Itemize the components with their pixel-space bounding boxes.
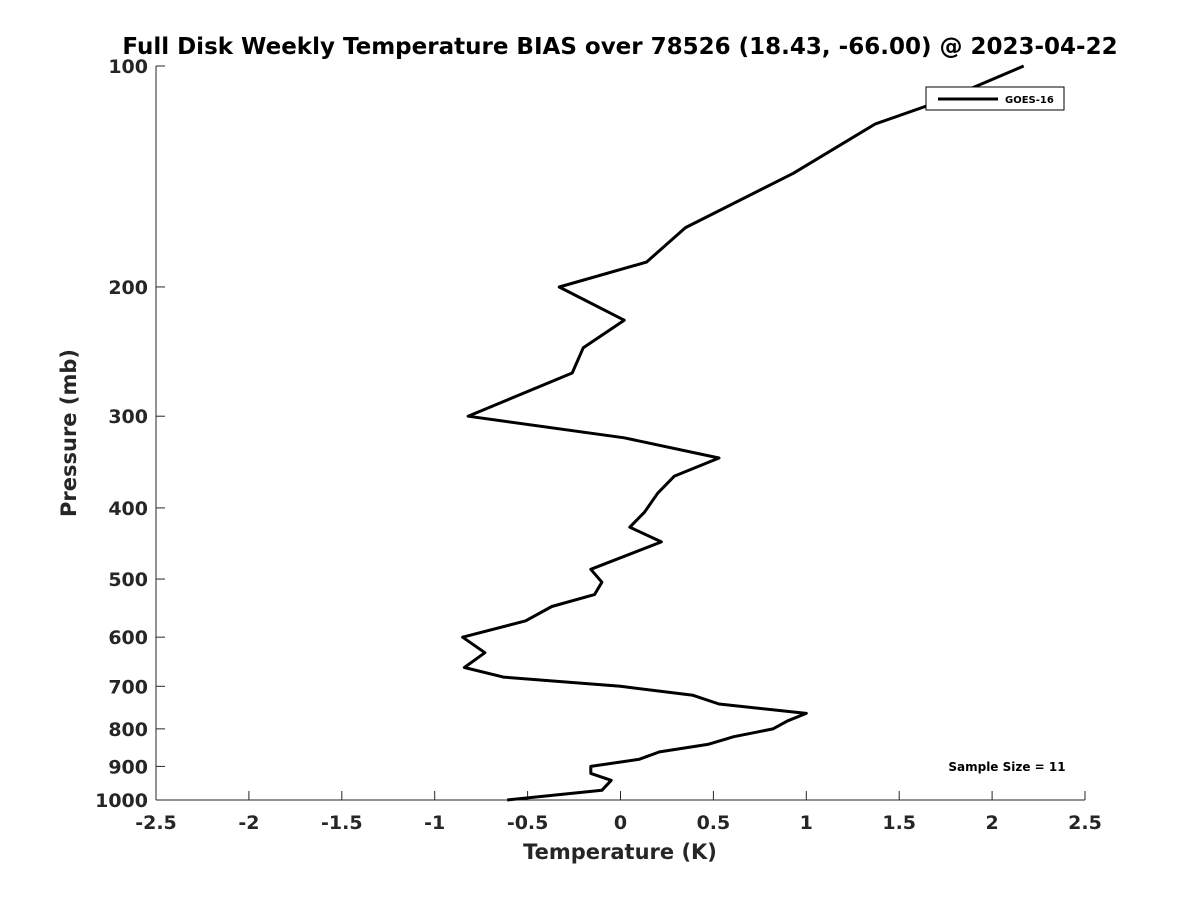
x-tick-label: -2.5 <box>135 812 177 834</box>
x-tick-label: 0 <box>614 812 627 834</box>
y-tick-label: 800 <box>108 719 148 741</box>
y-tick-label: 100 <box>108 56 148 78</box>
x-tick-label: 1.5 <box>882 812 916 834</box>
y-tick-label: 600 <box>108 627 148 649</box>
y-tick-label: 300 <box>108 406 148 428</box>
x-tick-label: -2 <box>238 812 259 834</box>
y-tick-label: 700 <box>108 676 148 698</box>
x-tick-label: -1 <box>424 812 445 834</box>
y-tick-label: 500 <box>108 569 148 591</box>
x-ticks: -2.5 -2 -1.5 -1 -0.5 0 0.5 1 1.5 2 2.5 <box>135 791 1102 834</box>
y-tick-label: 900 <box>108 756 148 778</box>
plot-axes <box>155 66 1085 801</box>
x-tick-label: 0.5 <box>697 812 731 834</box>
legend: GOES-16 <box>925 86 1065 111</box>
x-tick-label: 2.5 <box>1068 812 1102 834</box>
sample-size-annotation: Sample Size = 11 <box>948 760 1065 774</box>
x-axis-label: Temperature (K) <box>523 840 717 864</box>
x-tick-label: -1.5 <box>321 812 363 834</box>
y-tick-label: 1000 <box>95 790 148 812</box>
chart-title: Full Disk Weekly Temperature BIAS over 7… <box>122 34 1117 60</box>
y-ticks: 100 200 300 400 500 600 700 800 900 1000 <box>95 56 165 812</box>
series-line-goes-16 <box>461 64 1025 802</box>
x-tick-label: 2 <box>985 812 998 834</box>
legend-entry-goes16: GOES-16 <box>1005 95 1054 106</box>
series-layer <box>461 64 1025 802</box>
x-tick-label: -0.5 <box>507 812 549 834</box>
y-tick-label: 200 <box>108 277 148 299</box>
x-tick-label: 1 <box>800 812 813 834</box>
y-axis-label: Pressure (mb) <box>57 349 81 517</box>
y-tick-label: 400 <box>108 498 148 520</box>
